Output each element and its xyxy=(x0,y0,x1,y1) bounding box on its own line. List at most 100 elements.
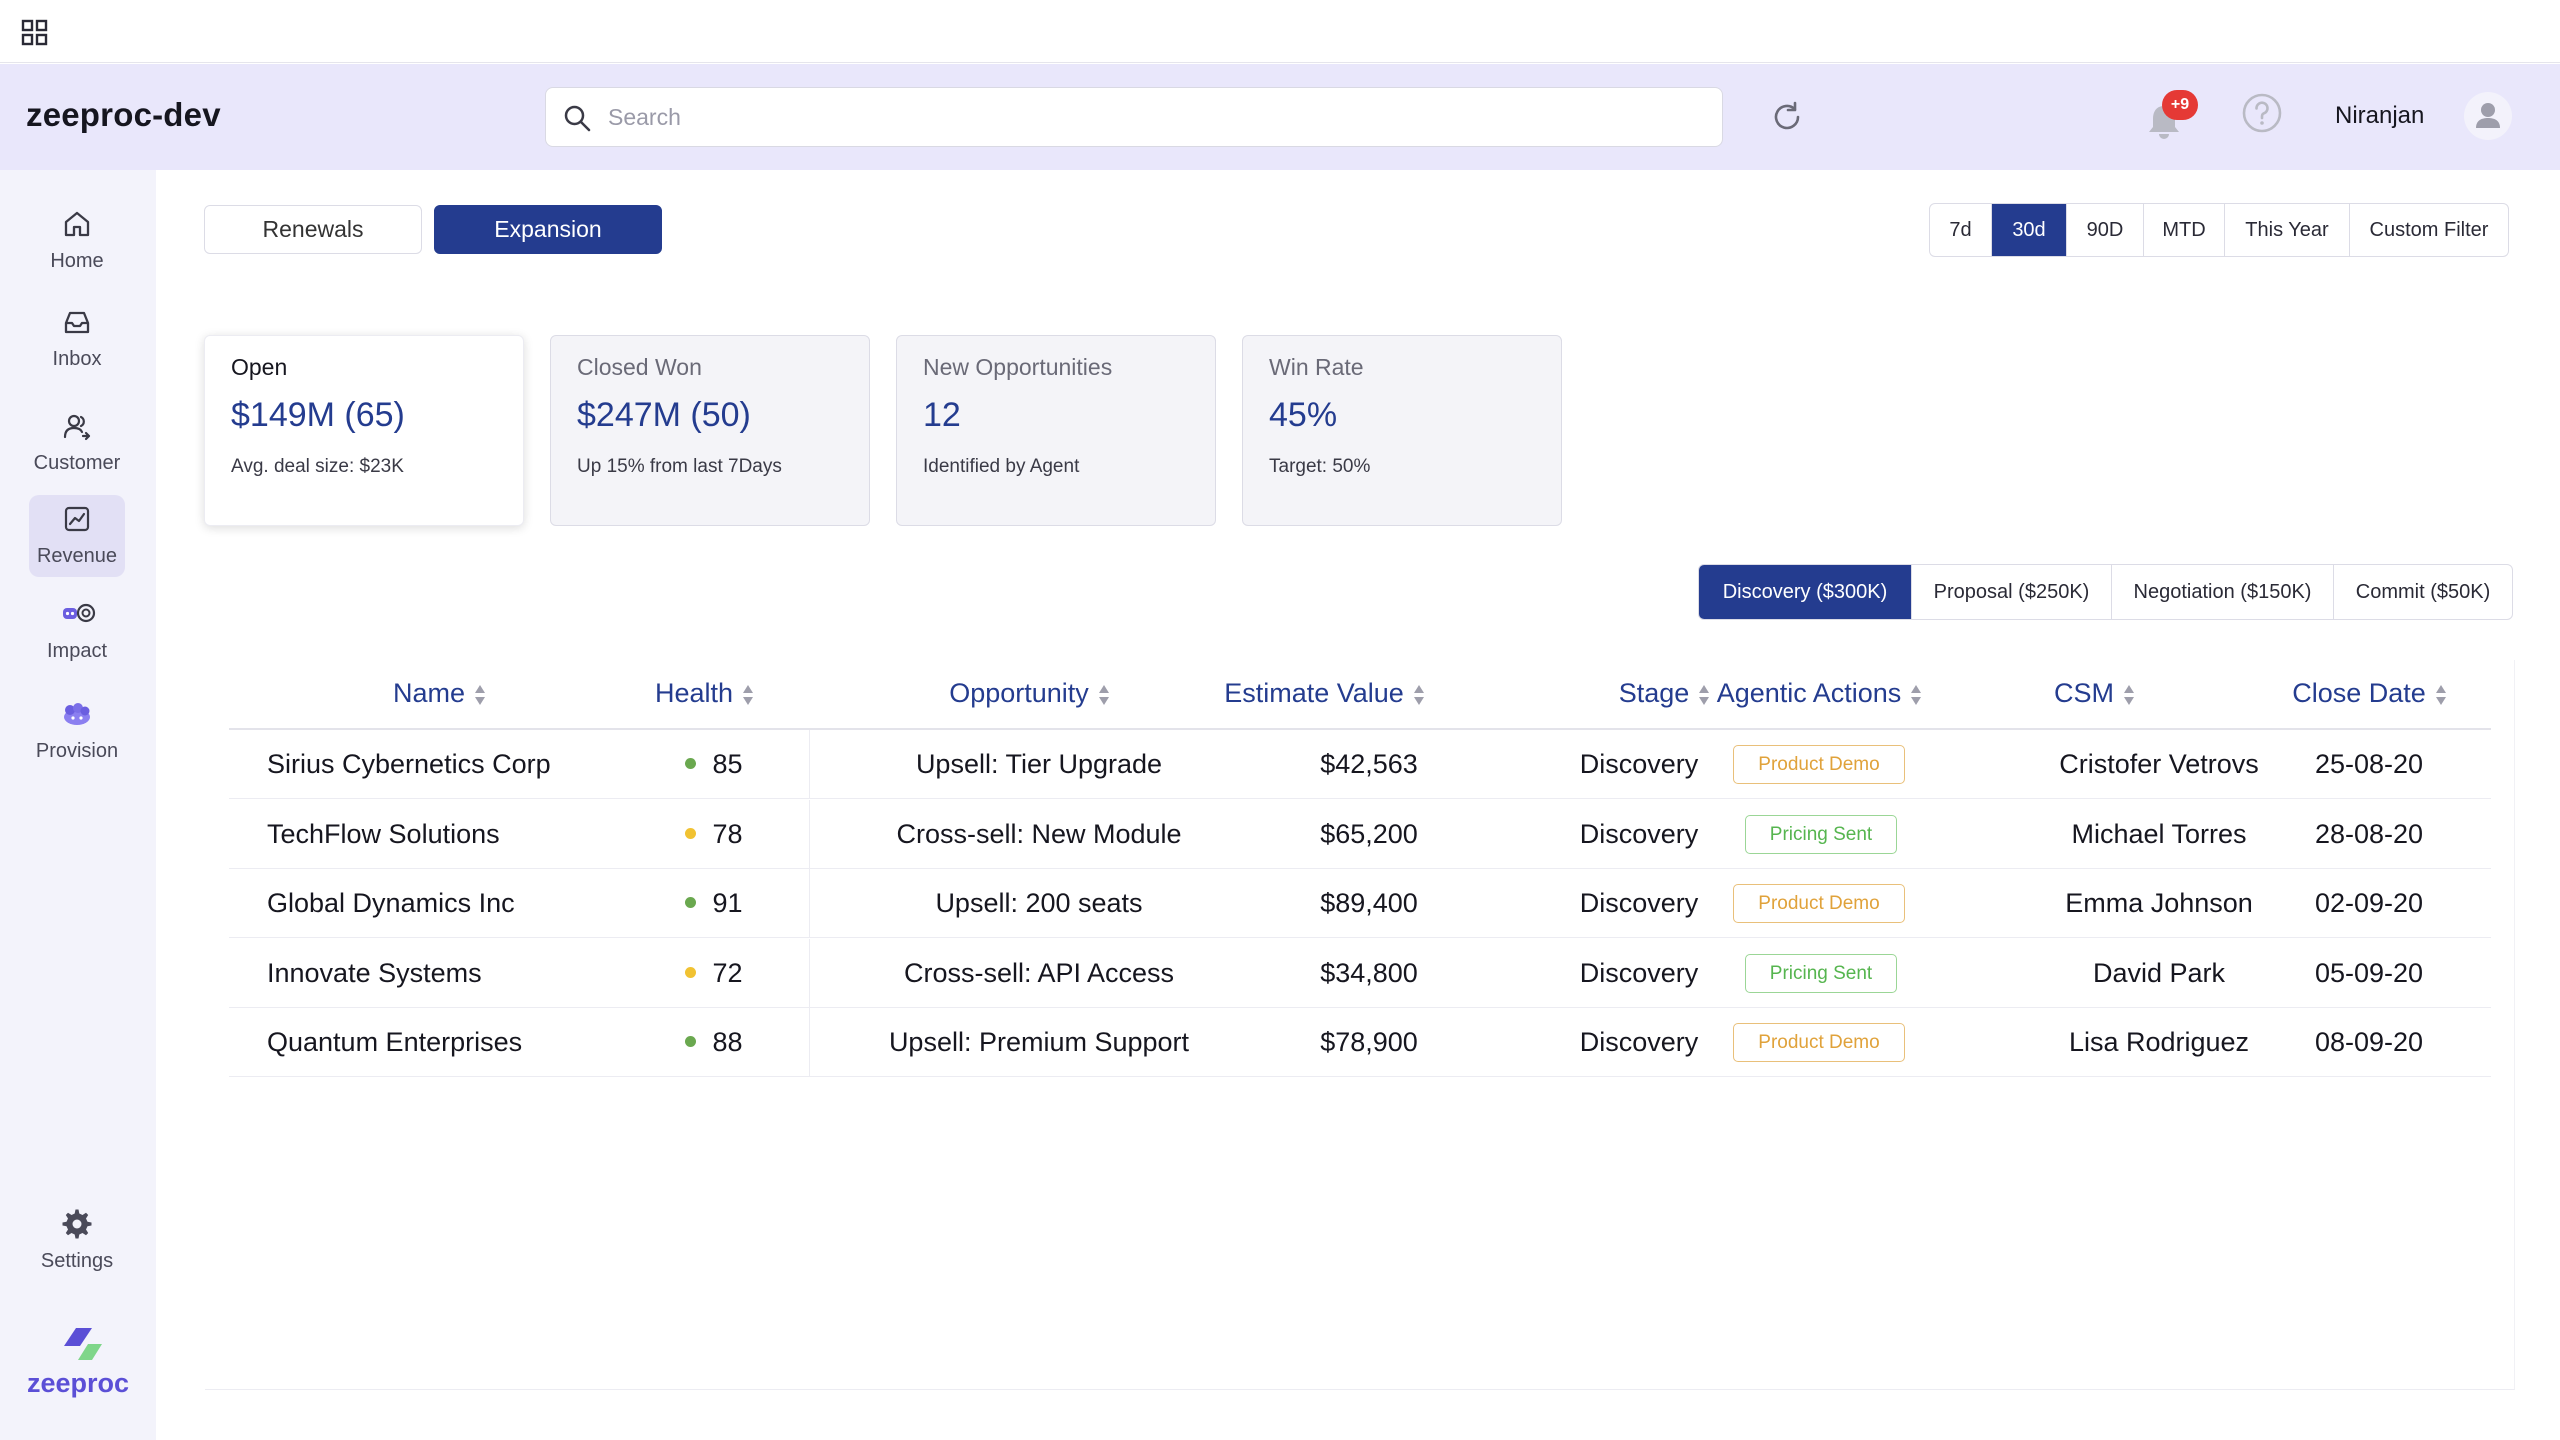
cell-opportunity: Upsell: 200 seats xyxy=(935,888,1143,918)
kpi-card-open[interactable]: Open $149M (65) Avg. deal size: $23K xyxy=(204,335,524,526)
kpi-title: Win Rate xyxy=(1269,354,1364,380)
table-row[interactable]: TechFlow Solutions 78 Cross-sell: New Modu… xyxy=(229,799,2491,869)
sidebar-item-settings[interactable]: Settings xyxy=(29,1200,125,1282)
sidebar-item-label: Provision xyxy=(35,740,119,762)
cell-stage: Discovery xyxy=(1579,749,1699,779)
column-header-health[interactable]: Health xyxy=(605,678,805,718)
notifications-button[interactable]: +9 xyxy=(2142,90,2202,150)
sidebar-item-label: Settings xyxy=(40,1250,114,1272)
inbox-icon xyxy=(64,311,90,334)
range-this-year-button[interactable]: This Year xyxy=(2225,204,2350,256)
gear-icon xyxy=(62,1209,92,1239)
sidebar-item-customer[interactable]: Customer xyxy=(29,402,125,484)
cell-name[interactable]: TechFlow Solutions xyxy=(267,818,500,849)
range-mtd-button[interactable]: MTD xyxy=(2144,204,2225,256)
cell-estimate-value: $78,900 xyxy=(1320,1027,1418,1057)
kpi-subtext: Identified by Agent xyxy=(923,456,1080,477)
provision-icon xyxy=(64,703,90,725)
cell-name[interactable]: Global Dynamics Inc xyxy=(267,888,515,918)
cell-name[interactable]: Innovate Systems xyxy=(267,957,482,988)
cell-close-date: 05-09-20 xyxy=(2314,957,2424,988)
table-row[interactable]: Global Dynamics Inc 91 Upsell: 200 seats $8… xyxy=(229,869,2491,938)
column-divider xyxy=(809,799,810,869)
range-7d-button[interactable]: 7d xyxy=(1930,204,1992,256)
sidebar-item-provision[interactable]: Provision xyxy=(29,690,125,772)
range-custom-filter-button[interactable]: Custom Filter xyxy=(2369,219,2489,241)
cell-stage: Discovery xyxy=(1579,1027,1699,1057)
stage-negotiation-button[interactable]: Negotiation ($150K) xyxy=(2112,565,2334,619)
agentic-action-badge[interactable]: Product Demo xyxy=(1733,1023,1905,1062)
stage-discovery-button[interactable]: Discovery ($300K) xyxy=(1699,565,1912,619)
kpi-value: 45% xyxy=(1269,396,1338,434)
sidebar-item-impact[interactable]: Impact xyxy=(29,590,125,672)
cell-health: 91 xyxy=(629,869,799,938)
sort-icon xyxy=(2435,684,2446,705)
logo-text: zeeproc xyxy=(26,1368,130,1398)
tab-expansion[interactable]: Expansion xyxy=(434,205,662,254)
kpi-subtext: Up 15% from last 7Days xyxy=(577,456,782,477)
range-90d-button[interactable]: 90D xyxy=(2067,204,2144,256)
agentic-action-badge[interactable]: Pricing Sent xyxy=(1745,953,1897,993)
kpi-title: Open xyxy=(231,354,288,380)
tab-renewals[interactable]: Renewals xyxy=(204,205,422,254)
cell-csm: David Park xyxy=(2092,957,2226,988)
user-avatar-icon xyxy=(2476,103,2500,128)
kpi-card-win-rate[interactable]: Win Rate 45% Target: 50% xyxy=(1242,335,1562,526)
health-dot xyxy=(685,758,697,770)
kpi-card-closed-won[interactable]: Closed Won $247M (50) Up 15% from last 7… xyxy=(550,335,870,526)
column-header-stage[interactable]: Stage xyxy=(1585,678,1745,718)
stage-proposal-button[interactable]: Proposal ($250K) xyxy=(1912,565,2112,619)
sidebar-item-home[interactable]: Home xyxy=(29,200,125,282)
health-score: 85 xyxy=(712,749,743,779)
sidebar-item-label: Revenue xyxy=(36,545,118,567)
home-icon xyxy=(64,211,90,237)
column-header-estimate-value[interactable]: Estimate Value xyxy=(1195,678,1455,718)
table-row[interactable]: Quantum Enterprises 88 Upsell: Premium Sup… xyxy=(229,1008,2491,1077)
cell-opportunity: Cross-sell: API Access xyxy=(903,957,1175,988)
notification-badge: +9 xyxy=(2162,90,2198,120)
sidebar-item-inbox[interactable]: Inbox xyxy=(29,298,125,380)
agentic-action-badge[interactable]: Product Demo xyxy=(1733,745,1905,784)
agentic-action-badge[interactable]: Product Demo xyxy=(1733,884,1905,923)
stage-commit-button[interactable]: Commit ($50K) xyxy=(2355,581,2491,603)
kpi-subtext: Avg. deal size: $23K xyxy=(231,456,404,477)
cell-name[interactable]: Quantum Enterprises xyxy=(267,1027,523,1057)
zeeproc-logo: zeeproc xyxy=(22,1320,134,1410)
cell-estimate-value: $89,400 xyxy=(1320,888,1418,918)
cell-close-date: 02-09-20 xyxy=(2314,888,2424,918)
column-header-opportunity[interactable]: Opportunity xyxy=(865,678,1195,718)
health-dot xyxy=(685,827,697,839)
sort-icon xyxy=(1699,684,1710,705)
column-header-csm[interactable]: CSM xyxy=(2015,678,2175,718)
cell-estimate-value: $34,800 xyxy=(1320,957,1418,988)
sort-icon xyxy=(1911,684,1922,705)
opportunities-table: Name Health Opportunity Estimate Value S… xyxy=(205,660,2515,1390)
cell-name[interactable]: Sirius Cybernetics Corp xyxy=(267,749,551,779)
cell-stage: Discovery xyxy=(1579,888,1699,918)
cell-health: 88 xyxy=(629,1008,799,1077)
cell-close-date: 25-08-20 xyxy=(2314,749,2424,779)
cell-csm: Cristofer Vetrovs xyxy=(2059,749,2259,779)
column-header-close-date[interactable]: Close Date xyxy=(2255,678,2485,718)
sidebar-item-label: Home xyxy=(50,250,104,272)
user-name[interactable]: Niranjan xyxy=(2335,102,2425,129)
help-icon[interactable] xyxy=(2241,92,2283,134)
sort-icon xyxy=(1098,684,1109,705)
refresh-icon[interactable] xyxy=(1770,100,1804,134)
table-row[interactable]: Sirius Cybernetics Corp 85 Upsell: Tier Up… xyxy=(229,730,2491,799)
agentic-action-badge[interactable]: Pricing Sent xyxy=(1745,814,1897,854)
kpi-title: New Opportunities xyxy=(923,354,1113,380)
health-dot xyxy=(685,966,697,978)
cell-opportunity: Upsell: Premium Support xyxy=(888,1027,1190,1057)
search-input[interactable] xyxy=(608,98,1698,136)
range-30d-button[interactable]: 30d xyxy=(1992,204,2067,256)
column-header-agentic-actions[interactable]: Agentic Actions xyxy=(1685,678,1955,718)
apps-grid-icon[interactable] xyxy=(21,19,49,47)
avatar[interactable] xyxy=(2464,92,2512,140)
sidebar-item-revenue[interactable]: Revenue xyxy=(29,495,125,577)
column-header-name[interactable]: Name xyxy=(325,678,555,718)
kpi-card-new-opportunities[interactable]: New Opportunities 12 Identified by Agent xyxy=(896,335,1216,526)
table-row[interactable]: Innovate Systems 72 Cross-sell: API Access… xyxy=(229,938,2491,1008)
app-title: zeeproc-dev xyxy=(26,96,221,133)
search-box[interactable] xyxy=(545,87,1723,147)
